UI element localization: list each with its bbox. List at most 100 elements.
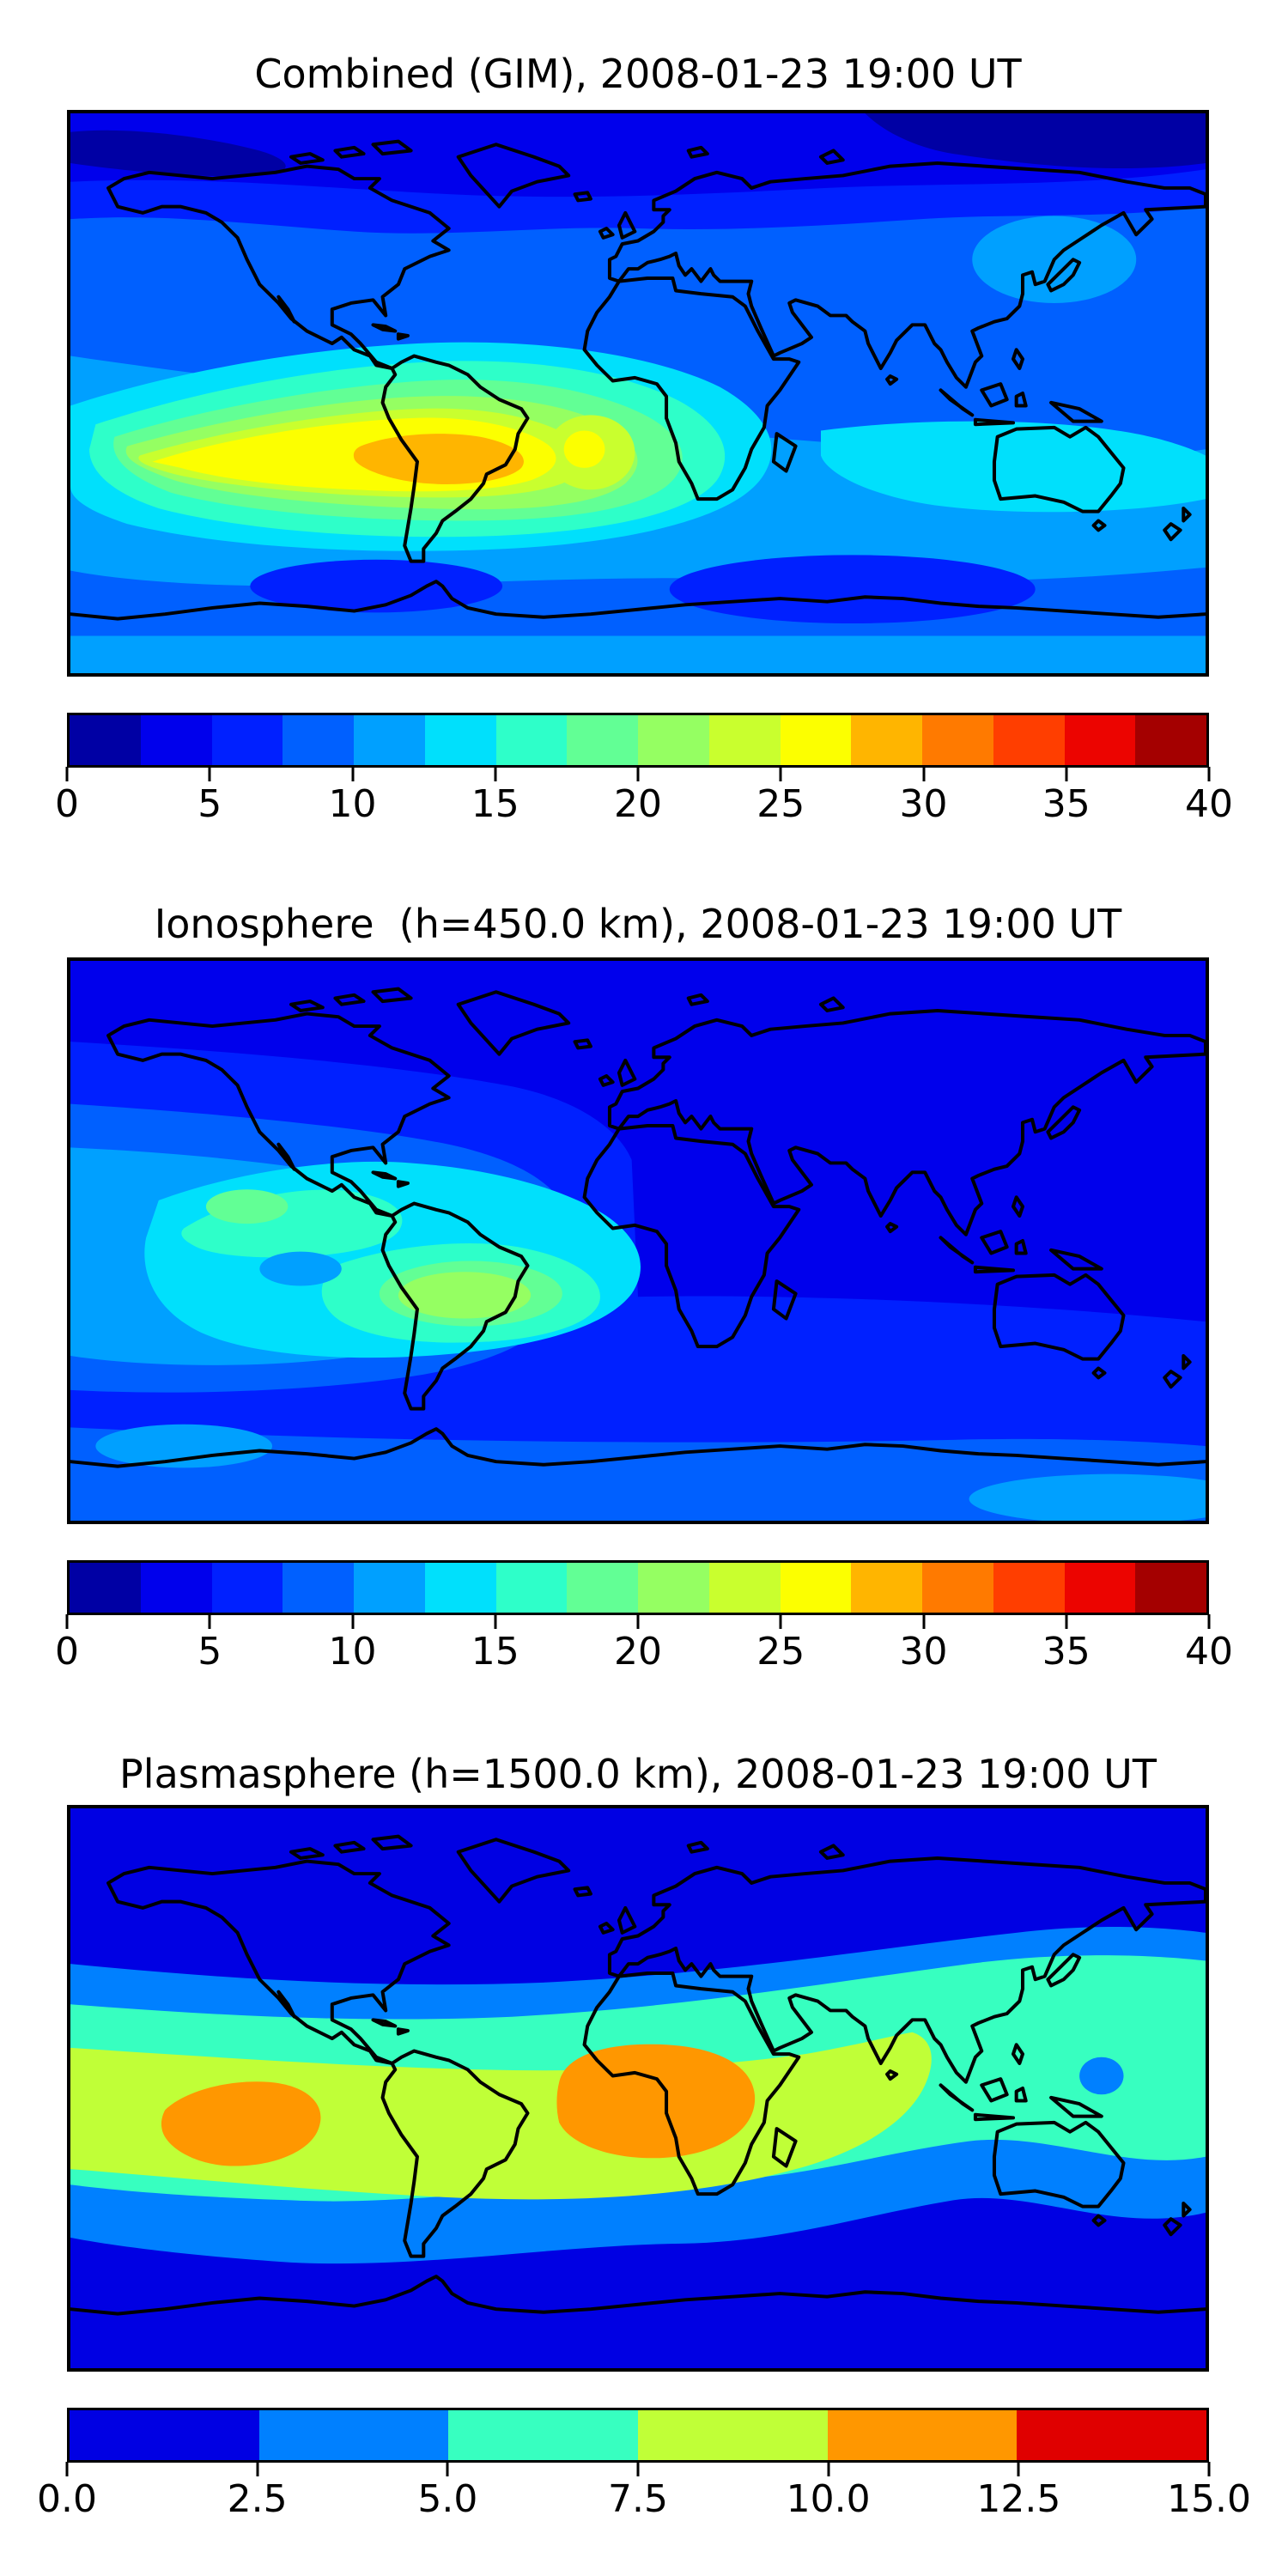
colorbar-tick-label: 30 bbox=[899, 782, 948, 826]
contour-atlantic-blob-core bbox=[563, 430, 605, 468]
colorbar-tick-mark bbox=[1017, 2462, 1020, 2476]
colorbar-segment bbox=[851, 715, 922, 765]
colorbar-segment bbox=[1017, 2410, 1207, 2460]
colorbar-tick-label: 0 bbox=[55, 1630, 79, 1674]
colorbar-tick-mark bbox=[351, 1614, 354, 1629]
colorbar-tick-mark bbox=[1207, 2462, 1211, 2476]
colorbar-segment bbox=[1064, 715, 1136, 765]
colorbar-segment bbox=[283, 1563, 354, 1613]
ionosphere-colorbar bbox=[67, 1560, 1209, 1615]
colorbar-tick-label: 25 bbox=[756, 782, 805, 826]
colorbar-tick-label: 15 bbox=[471, 1630, 519, 1674]
plasmasphere-colorbar-labels: 0.0 2.5 5.0 7.5 10.0 12.5 15.0 bbox=[37, 2477, 1251, 2526]
colorbar-tick-label: 35 bbox=[1042, 782, 1091, 826]
colorbar-tick-mark bbox=[1065, 767, 1068, 781]
colorbar-segment bbox=[354, 715, 425, 765]
colorbar-tick-mark bbox=[1065, 1614, 1068, 1629]
colorbar-tick-label: 12.5 bbox=[976, 2477, 1061, 2521]
colorbar-tick-mark bbox=[636, 1614, 640, 1629]
colorbar-segment bbox=[780, 715, 852, 765]
colorbar-tick-label: 5 bbox=[197, 782, 222, 826]
colorbar-segment bbox=[708, 715, 781, 765]
colorbar-tick-label: 20 bbox=[614, 782, 662, 826]
colorbar-segment bbox=[827, 2410, 1018, 2460]
colorbar-segment bbox=[283, 715, 354, 765]
panel-plasmasphere-map bbox=[67, 1805, 1209, 2372]
colorbar-tick-mark bbox=[827, 2462, 830, 2476]
contour-depression-hole bbox=[259, 1251, 342, 1286]
colorbar-segment bbox=[567, 715, 638, 765]
colorbar-segment bbox=[140, 1563, 212, 1613]
colorbar-segment bbox=[211, 1563, 283, 1613]
contour-arctic-min-east bbox=[865, 113, 1206, 169]
colorbar-tick-label: 5 bbox=[197, 1630, 222, 1674]
colorbar-tick-mark bbox=[208, 767, 211, 781]
colorbar-segment bbox=[922, 715, 993, 765]
ionosphere-tec-map bbox=[70, 961, 1206, 1521]
contour-southern-min-east bbox=[669, 555, 1036, 624]
colorbar-segment bbox=[495, 1563, 568, 1613]
combined-colorbar-labels: 0 5 10 15 20 25 30 35 40 bbox=[55, 782, 1233, 831]
colorbar-tick-mark bbox=[1207, 767, 1211, 781]
colorbar-segment bbox=[495, 715, 568, 765]
colorbar-tick-mark bbox=[636, 2462, 640, 2476]
colorbar-segment bbox=[780, 1563, 852, 1613]
colorbar-segment bbox=[211, 715, 283, 765]
colorbar-segment bbox=[70, 2410, 259, 2460]
colorbar-segment bbox=[708, 1563, 781, 1613]
colorbar-tick-label: 20 bbox=[614, 1630, 662, 1674]
colorbar-segment bbox=[1135, 1563, 1206, 1613]
contour-south-strip bbox=[70, 1427, 1206, 1521]
colorbar-tick-mark bbox=[494, 1614, 497, 1629]
colorbar-tick-label: 5.0 bbox=[417, 2477, 478, 2521]
colorbar-segment bbox=[638, 1563, 709, 1613]
colorbar-tick-mark bbox=[65, 767, 69, 781]
contour-orange-pacific bbox=[161, 2081, 321, 2166]
colorbar-segment bbox=[70, 715, 141, 765]
colorbar-segment bbox=[448, 2410, 639, 2460]
colorbar-tick-mark bbox=[256, 2462, 259, 2476]
colorbar-segment bbox=[993, 715, 1065, 765]
colorbar-segment bbox=[140, 715, 212, 765]
colorbar-tick-mark bbox=[922, 1614, 925, 1629]
panel-ionosphere-map bbox=[67, 957, 1209, 1524]
plasmasphere-colorbar-ticks bbox=[65, 2462, 1211, 2476]
combined-tec-map bbox=[70, 113, 1206, 673]
colorbar-tick-mark bbox=[922, 767, 925, 781]
plasmasphere-colorbar bbox=[67, 2408, 1209, 2463]
contour-peak-core bbox=[398, 1272, 532, 1319]
colorbar-tick-mark bbox=[208, 1614, 211, 1629]
colorbar-segment bbox=[424, 1563, 496, 1613]
ionosphere-colorbar-labels: 0 5 10 15 20 25 30 35 40 bbox=[55, 1630, 1233, 1679]
contour-green-patch-nw bbox=[205, 1189, 289, 1224]
colorbar-tick-mark bbox=[494, 767, 497, 781]
colorbar-tick-label: 2.5 bbox=[227, 2477, 288, 2521]
contour-southern-patch-west bbox=[95, 1424, 273, 1468]
contour-west-pacific-dot bbox=[1079, 2057, 1124, 2095]
colorbar-tick-mark bbox=[65, 2462, 69, 2476]
colorbar-tick-label: 15.0 bbox=[1167, 2477, 1251, 2521]
colorbar-tick-label: 40 bbox=[1185, 782, 1233, 826]
colorbar-tick-mark bbox=[65, 1614, 69, 1629]
colorbar-segment bbox=[354, 1563, 425, 1613]
colorbar-segment bbox=[851, 1563, 922, 1613]
colorbar-tick-label: 30 bbox=[899, 1630, 948, 1674]
colorbar-tick-mark bbox=[779, 1614, 782, 1629]
colorbar-tick-label: 10.0 bbox=[786, 2477, 871, 2521]
plasmasphere-tec-map bbox=[70, 1808, 1206, 2368]
combined-colorbar bbox=[67, 713, 1209, 768]
colorbar-tick-label: 25 bbox=[756, 1630, 805, 1674]
contour-anomaly-cyan-east bbox=[820, 421, 1206, 513]
colorbar-tick-mark bbox=[636, 767, 640, 781]
colorbar-tick-label: 7.5 bbox=[608, 2477, 668, 2521]
colorbar-tick-label: 10 bbox=[328, 782, 377, 826]
colorbar-tick-label: 0.0 bbox=[37, 2477, 97, 2521]
contour-southern-patch-east bbox=[969, 1473, 1206, 1521]
colorbar-segment bbox=[638, 2410, 828, 2460]
colorbar-segment bbox=[638, 715, 709, 765]
panel-combined-title: Combined (GIM), 2008-01-23 19:00 UT bbox=[254, 51, 1022, 97]
colorbar-tick-label: 10 bbox=[328, 1630, 377, 1674]
colorbar-segment bbox=[567, 1563, 638, 1613]
colorbar-tick-label: 15 bbox=[471, 782, 519, 826]
